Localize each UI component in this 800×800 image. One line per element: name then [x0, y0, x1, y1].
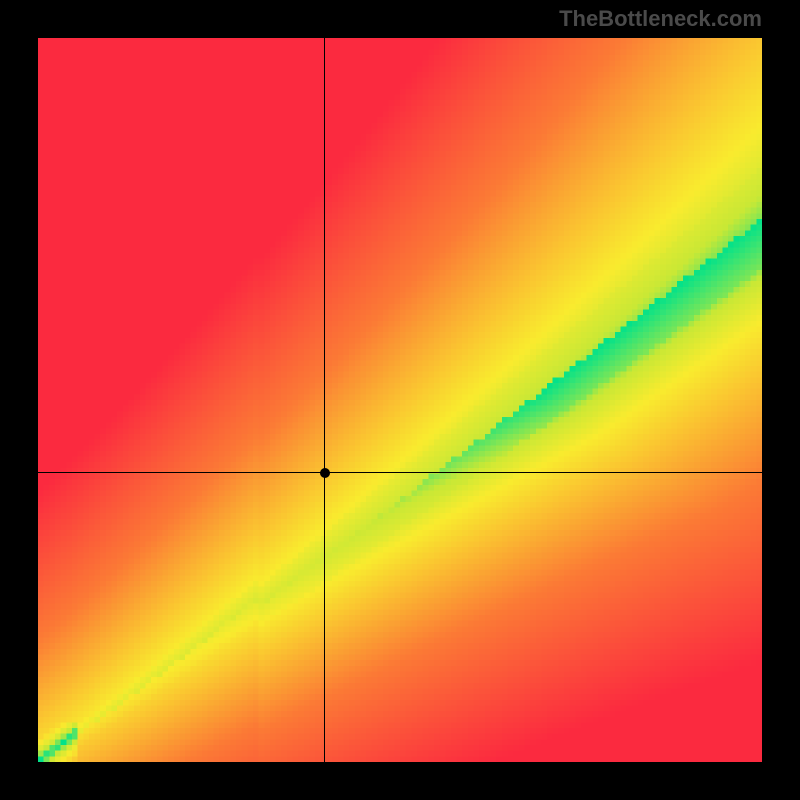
- data-point: [320, 468, 330, 478]
- plot-area: [38, 38, 762, 762]
- heatmap-canvas: [38, 38, 762, 762]
- watermark-label: TheBottleneck.com: [559, 6, 762, 32]
- crosshair-vertical: [324, 38, 325, 762]
- chart-container: TheBottleneck.com: [0, 0, 800, 800]
- crosshair-horizontal: [38, 472, 762, 473]
